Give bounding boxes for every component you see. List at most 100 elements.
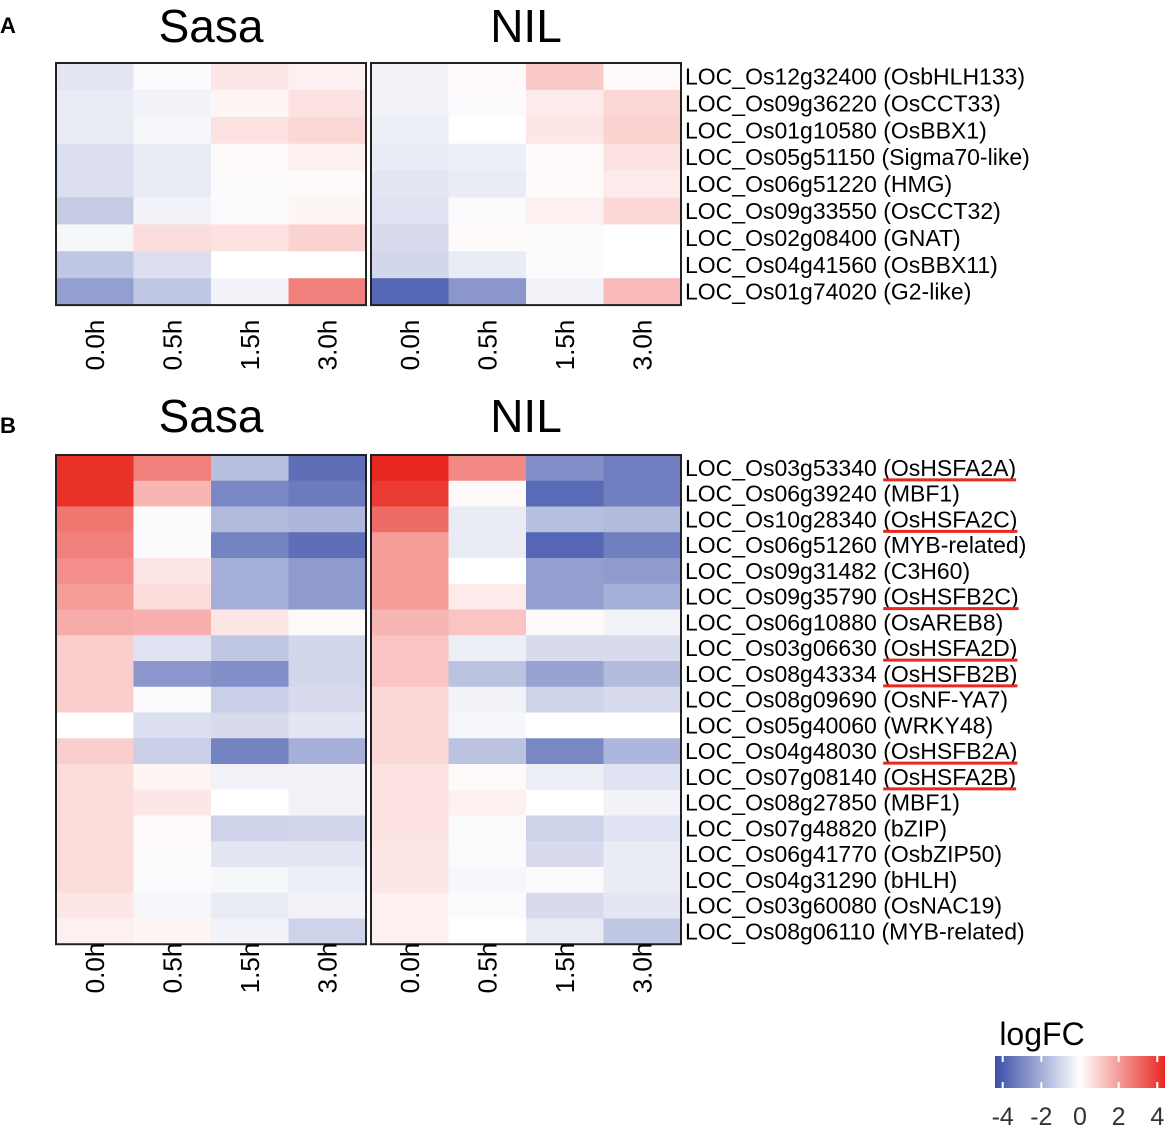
gene-name: (OsBBX1)	[883, 117, 987, 143]
heatmap-cell	[371, 143, 450, 172]
heatmap-cell	[371, 197, 450, 225]
gene-id: LOC_Os09g33550	[685, 198, 883, 224]
heatmap-cell	[371, 841, 450, 868]
gene-name: (HMG)	[883, 171, 952, 197]
heatmap-cell	[526, 815, 605, 842]
gene-id: LOC_Os08g43334	[685, 661, 883, 687]
heatmap-cell	[56, 558, 135, 585]
gene-id: LOC_Os03g06630	[685, 635, 883, 661]
legend-tick-label: 2	[1112, 1103, 1126, 1131]
heatmap-cell	[211, 89, 290, 118]
gene-label: LOC_Os06g51260 (MYB-related)	[685, 532, 1026, 558]
gene-name: (OsCCT33)	[883, 90, 1001, 116]
heatmap-cell	[448, 764, 527, 791]
heatmap-cell	[211, 738, 290, 765]
panel-label: B	[0, 413, 16, 438]
gene-id: LOC_Os09g35790	[685, 584, 883, 610]
heatmap-cell	[603, 661, 682, 688]
heatmap-cell	[603, 764, 682, 791]
gene-label: LOC_Os03g60080 (OsNAC19)	[685, 893, 1002, 919]
heatmap-cell	[603, 143, 682, 172]
heatmap-cell	[133, 918, 212, 945]
heatmap-cell	[288, 867, 367, 894]
heatmap-cell	[526, 63, 605, 91]
heatmap-cell	[133, 143, 212, 172]
heatmap-cell	[526, 506, 605, 533]
heatmap-cell	[603, 789, 682, 817]
gene-id: LOC_Os07g48820	[685, 815, 883, 841]
heatmap-cell	[526, 116, 605, 145]
heatmap-cell	[56, 63, 135, 91]
gene-id: LOC_Os04g48030	[685, 738, 883, 764]
gene-name: (bHLH)	[883, 867, 957, 893]
gene-label: LOC_Os10g28340 (OsHSFA2C)	[685, 506, 1017, 532]
heatmap-cell	[288, 764, 367, 791]
heatmap-cell	[133, 251, 212, 279]
gene-label: LOC_Os03g06630 (OsHSFA2D)	[685, 635, 1017, 661]
heatmap-cell	[211, 506, 290, 533]
gene-name: (OsHSFA2B)	[883, 764, 1016, 790]
heatmap-cell	[56, 815, 135, 842]
heatmap-cell	[603, 63, 682, 91]
gene-name: (G2-like)	[883, 279, 971, 305]
heatmap-cell	[371, 455, 450, 482]
x-tick-label: 0.5h	[472, 943, 502, 994]
heatmap-cell	[56, 532, 135, 559]
heatmap-cell	[448, 143, 527, 172]
gene-name: (GNAT)	[883, 225, 961, 251]
heatmap-cell	[56, 116, 135, 145]
heatmap-cell	[371, 116, 450, 145]
heatmap-cell	[56, 712, 135, 739]
gene-id: LOC_Os05g40060	[685, 712, 883, 738]
heatmap-cell	[56, 278, 135, 306]
heatmap-cell	[603, 170, 682, 199]
heatmap-cell	[371, 686, 450, 714]
gene-id: LOC_Os06g10880	[685, 609, 883, 635]
heatmap-cell	[133, 89, 212, 118]
heatmap-cell	[56, 506, 135, 533]
heatmap-cell	[603, 224, 682, 252]
gene-id: LOC_Os10g28340	[685, 506, 883, 532]
gene-label: LOC_Os04g31290 (bHLH)	[685, 867, 957, 893]
heatmap-cell	[133, 558, 212, 585]
legend-tick-label: -2	[1030, 1103, 1052, 1131]
x-tick-label: 3.0h	[627, 320, 657, 371]
heatmap-cell	[56, 224, 135, 252]
gene-label: LOC_Os02g08400 (GNAT)	[685, 225, 961, 251]
heatmap-cell	[448, 558, 527, 585]
heatmap-cell	[211, 224, 290, 252]
gene-name: (WRKY48)	[883, 712, 993, 738]
gene-name: (OsHSFA2D)	[883, 635, 1017, 661]
gene-name: (OsBBX11)	[883, 252, 998, 278]
heatmap-cell	[288, 583, 367, 611]
heatmap-cell	[56, 661, 135, 688]
heatmap-cell	[133, 278, 212, 306]
heatmap-cell	[133, 867, 212, 894]
gene-name: (Sigma70-like)	[882, 144, 1030, 170]
heatmap-cell	[371, 764, 450, 791]
heatmap-cell	[603, 841, 682, 868]
gene-name: (C3H60)	[883, 558, 970, 584]
heatmap-cell	[211, 661, 290, 688]
heatmap-frame	[55, 62, 367, 307]
x-tick-label: 0.0h	[395, 943, 425, 994]
heatmap-cell	[526, 609, 605, 636]
heatmap-cell	[448, 635, 527, 662]
heatmap-cell	[371, 170, 450, 199]
heatmap-frame	[370, 62, 682, 307]
heatmap-cell	[211, 764, 290, 791]
heatmap-cell	[288, 224, 367, 252]
heatmap-cell	[288, 251, 367, 279]
gene-id: LOC_Os03g53340	[685, 455, 883, 481]
heatmap-cell	[133, 841, 212, 868]
heatmap-cell	[603, 278, 682, 306]
heatmap-cell	[371, 480, 450, 508]
heatmap-cell	[56, 918, 135, 945]
group-title-nil: NIL	[490, 390, 562, 442]
gene-name: (OsHSFB2C)	[883, 584, 1018, 610]
gene-id: LOC_Os07g08140	[685, 764, 883, 790]
heatmap-cell	[448, 480, 527, 508]
heatmap-cell	[448, 506, 527, 533]
heatmap-cell	[448, 789, 527, 817]
gene-id: LOC_Os01g10580	[685, 117, 883, 143]
